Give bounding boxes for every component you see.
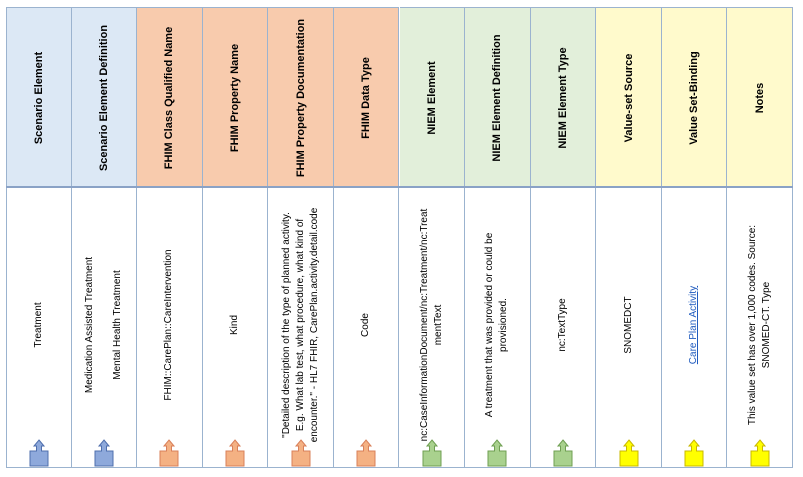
cell-text-line: provisioned. — [498, 298, 510, 352]
column-header-cell: Scenario Element Definition — [71, 7, 137, 187]
cell-text-line: Kind — [229, 314, 241, 336]
column-header-cell: Value-set Source — [596, 7, 661, 187]
cell-text: "Detailed description of the type of pla… — [280, 208, 322, 443]
column-header-label: NIEM Element Type — [556, 47, 569, 149]
cell-text-line: A treatment that was provided or could b… — [484, 232, 496, 418]
column-header-cell: NIEM Element Type — [530, 7, 596, 187]
column-header-label: FHIM Class Qualified Name — [163, 26, 176, 170]
cell-text-line: This value set has over 1,000 codes. Sou… — [746, 224, 758, 426]
cell-text-line: Medication Assisted Treatment — [83, 256, 95, 394]
table-column: FHIM Data Type Code — [333, 7, 400, 468]
table-column: NIEM Element nc:CaseInformationDocument/n… — [399, 7, 466, 468]
up-arrow-icon — [487, 439, 507, 467]
cell-text-line: "Detailed description of the type of pla… — [280, 212, 292, 438]
cell-text: Treatment — [32, 302, 46, 347]
column-header-cell: FHIM Property Documentation — [268, 7, 333, 187]
column-header-label: Value Set-Binding — [688, 51, 701, 145]
column-header-cell: Scenario Element — [7, 7, 71, 187]
column-header-label: NIEM Element — [425, 61, 438, 135]
table-column: NIEM Element Definition A treatment that … — [465, 7, 531, 468]
column-header-label: NIEM Element Definition — [491, 34, 504, 162]
up-arrow-icon — [225, 439, 245, 467]
cell-text: This value set has over 1,000 codes. Sou… — [746, 225, 774, 425]
table-column: Scenario Element Definition Medication As… — [71, 7, 138, 468]
cell-text: Code — [359, 313, 373, 337]
cell-text-line: E.g. What lab test, what procedure, what… — [294, 218, 306, 432]
column-header-cell: FHIM Property Name — [202, 7, 268, 187]
header-divider — [6, 186, 793, 188]
table-column: Notes This value set has over 1,000 codes… — [727, 7, 793, 468]
table-column: FHIM Property Documentation "Detailed des… — [268, 7, 334, 468]
column-header-label: Notes — [753, 82, 766, 114]
cell-text-line: SNOMED-CT. Type — [760, 281, 772, 369]
column-header-cell: Notes — [727, 7, 792, 187]
cell-text-line: mentText — [432, 304, 444, 346]
up-arrow-icon — [619, 439, 639, 467]
cell-text-line: Code — [360, 313, 372, 337]
cell-text: FHIM::CarePlan::CareIntervention — [162, 249, 176, 400]
cell-text-line: encounter." - HL7 FHIR, CarePlan.activit… — [308, 207, 320, 443]
up-arrow-icon — [291, 439, 311, 467]
table-column: Scenario Element Treatment — [6, 7, 72, 468]
up-arrow-icon — [422, 439, 442, 467]
up-arrow-icon — [159, 439, 179, 467]
up-arrow-icon — [29, 439, 49, 467]
up-arrow-icon — [750, 439, 770, 467]
cell-text[interactable]: Care Plan Activity — [687, 286, 701, 364]
up-arrow-icon — [356, 439, 376, 467]
mapping-table: Scenario Element Treatment Scenario Elemen… — [6, 7, 793, 468]
cell-text: A treatment that was provided or could b… — [483, 233, 511, 418]
cell-text-line: nc:CaseInformationDocument/nc:Treatment/… — [418, 208, 430, 442]
cell-text-line: Treatment — [32, 302, 44, 348]
column-header-label: FHIM Data Type — [360, 57, 373, 139]
up-arrow-icon — [684, 439, 704, 467]
column-header-cell: FHIM Class Qualified Name — [137, 7, 202, 187]
cell-text-line: Mental Health Treatment — [111, 270, 123, 380]
table-bottom-border — [6, 467, 793, 468]
cell-text-line: nc:TextType — [556, 298, 568, 352]
cell-text: nc:TextType — [556, 298, 570, 351]
table-column: Value Set-Binding Care Plan Activity — [661, 7, 728, 468]
column-header-label: FHIM Property Name — [229, 43, 242, 153]
cell-text: nc:CaseInformationDocument/nc:Treatment/… — [418, 209, 446, 442]
table-column: FHIM Property Name Kind — [202, 7, 269, 468]
cell-text-line — [97, 257, 111, 393]
column-header-cell: NIEM Element — [399, 7, 465, 187]
cell-text-line: SNOMEDCT — [622, 296, 634, 354]
column-header-label: FHIM Property Documentation — [294, 18, 307, 178]
up-arrow-icon — [553, 439, 573, 467]
table-column: Value-set Source SNOMEDCT — [596, 7, 662, 468]
cell-text: Kind — [228, 315, 242, 335]
column-header-label: Value-set Source — [622, 53, 635, 143]
cell-text: Medication Assisted Treatment Mental Hea… — [83, 257, 125, 393]
cell-text: SNOMEDCT — [622, 296, 636, 353]
column-header-cell: NIEM Element Definition — [465, 7, 530, 187]
column-header-cell: FHIM Data Type — [333, 7, 399, 187]
value-set-link[interactable]: Care Plan Activity — [688, 285, 700, 365]
column-header-label: Scenario Element — [32, 51, 45, 145]
up-arrow-icon — [94, 439, 114, 467]
column-header-cell: Value Set-Binding — [661, 7, 727, 187]
table-column: NIEM Element Type nc:TextType — [530, 7, 597, 468]
column-header-label: Scenario Element Definition — [97, 24, 110, 172]
cell-text-line: FHIM::CarePlan::CareIntervention — [163, 249, 175, 401]
